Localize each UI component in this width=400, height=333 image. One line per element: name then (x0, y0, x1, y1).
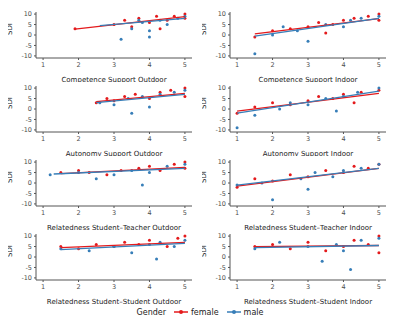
svg-text:SDI: SDI (8, 97, 14, 109)
svg-text:3: 3 (112, 135, 116, 143)
svg-text:1: 1 (41, 61, 45, 69)
svg-text:-10: -10 (21, 200, 32, 208)
svg-text:5: 5 (28, 169, 32, 177)
svg-text:5: 5 (222, 21, 226, 29)
svg-text:Relatedness Student–Teacher In: Relatedness Student–Teacher Indoor (244, 224, 372, 230)
svg-text:-5: -5 (220, 264, 226, 272)
svg-text:2: 2 (76, 209, 80, 217)
svg-text:2: 2 (270, 209, 274, 217)
svg-text:SDI: SDI (202, 171, 208, 183)
svg-text:0: 0 (28, 253, 32, 261)
svg-text:10: 10 (218, 84, 226, 92)
svg-text:-10: -10 (21, 126, 32, 134)
svg-text:5: 5 (377, 135, 381, 143)
svg-text:10: 10 (218, 232, 226, 240)
svg-text:2: 2 (76, 135, 80, 143)
svg-text:0: 0 (28, 105, 32, 113)
svg-text:2: 2 (76, 283, 80, 291)
svg-text:SDI: SDI (8, 245, 14, 257)
svg-text:-10: -10 (215, 200, 226, 208)
svg-text:10: 10 (24, 84, 32, 92)
svg-text:Relatedness Student–Student Ou: Relatedness Student–Student Outdoor (47, 298, 181, 304)
svg-text:5: 5 (28, 95, 32, 103)
svg-text:0: 0 (28, 31, 32, 39)
svg-text:3: 3 (112, 209, 116, 217)
svg-text:2: 2 (270, 61, 274, 69)
svg-text:5: 5 (222, 243, 226, 251)
svg-text:-5: -5 (220, 190, 226, 198)
svg-text:Competence Support Indoor: Competence Support Indoor (259, 76, 358, 82)
svg-text:10: 10 (24, 232, 32, 240)
svg-text:5: 5 (28, 21, 32, 29)
svg-text:3: 3 (306, 283, 310, 291)
svg-text:5: 5 (377, 61, 381, 69)
svg-text:Relatedness Student–Student In: Relatedness Student–Student Indoor (244, 298, 372, 304)
svg-text:5: 5 (183, 209, 187, 217)
html-text:female: female (191, 307, 219, 317)
svg-text:4: 4 (341, 209, 345, 217)
svg-text:2: 2 (76, 61, 80, 69)
svg-text:1: 1 (41, 209, 45, 217)
svg-text:3: 3 (306, 135, 310, 143)
svg-text:-5: -5 (26, 264, 32, 272)
svg-text:-10: -10 (215, 274, 226, 282)
svg-text:3: 3 (112, 283, 116, 291)
svg-text:-10: -10 (215, 126, 226, 134)
svg-text:0: 0 (222, 179, 226, 187)
svg-text:0: 0 (222, 253, 226, 261)
svg-text:4: 4 (147, 61, 151, 69)
svg-text:5: 5 (377, 283, 381, 291)
svg-text:0: 0 (222, 105, 226, 113)
svg-text:Autonomy Support Indoor: Autonomy Support Indoor (263, 150, 354, 156)
svg-text:2: 2 (270, 135, 274, 143)
svg-text:SDI: SDI (8, 171, 14, 183)
svg-text:3: 3 (306, 61, 310, 69)
svg-text:10: 10 (218, 10, 226, 18)
svg-text:5: 5 (377, 209, 381, 217)
svg-text:0: 0 (222, 31, 226, 39)
svg-text:5: 5 (183, 135, 187, 143)
svg-text:1: 1 (235, 283, 239, 291)
svg-text:4: 4 (341, 135, 345, 143)
svg-text:-5: -5 (26, 190, 32, 198)
svg-text:5: 5 (183, 283, 187, 291)
svg-text:SDI: SDI (202, 97, 208, 109)
svg-text:10: 10 (24, 158, 32, 166)
svg-text:5: 5 (28, 243, 32, 251)
svg-text:-5: -5 (26, 116, 32, 124)
svg-text:-10: -10 (215, 52, 226, 60)
svg-text:10: 10 (24, 10, 32, 18)
svg-text:SDI: SDI (202, 23, 208, 35)
svg-text:4: 4 (341, 283, 345, 291)
svg-text:1: 1 (41, 135, 45, 143)
svg-text:1: 1 (41, 283, 45, 291)
svg-text:4: 4 (341, 61, 345, 69)
svg-text:SDI: SDI (202, 245, 208, 257)
svg-text:-5: -5 (220, 116, 226, 124)
svg-text:Competence Support Outdoor: Competence Support Outdoor (61, 76, 166, 82)
svg-text:3: 3 (306, 209, 310, 217)
svg-text:3: 3 (112, 61, 116, 69)
html-text:Gender: Gender (136, 307, 166, 317)
svg-text:4: 4 (147, 135, 151, 143)
svg-text:1: 1 (235, 61, 239, 69)
svg-text:4: 4 (147, 209, 151, 217)
svg-text:1: 1 (235, 135, 239, 143)
svg-text:-5: -5 (220, 42, 226, 50)
svg-text:SDI: SDI (8, 23, 14, 35)
svg-text:-10: -10 (21, 274, 32, 282)
svg-text:5: 5 (183, 61, 187, 69)
svg-text:5: 5 (222, 169, 226, 177)
svg-text:4: 4 (147, 283, 151, 291)
svg-text:5: 5 (222, 95, 226, 103)
svg-text:0: 0 (28, 179, 32, 187)
svg-text:Autonomy Support Outdoor: Autonomy Support Outdoor (66, 150, 163, 156)
svg-text:-5: -5 (26, 42, 32, 50)
svg-text:10: 10 (218, 158, 226, 166)
svg-text:1: 1 (235, 209, 239, 217)
html-text:male: male (243, 307, 264, 317)
svg-text:Relatedness Student–Teacher Ou: Relatedness Student–Teacher Outdoor (47, 224, 181, 230)
svg-text:-10: -10 (21, 52, 32, 60)
svg-text:2: 2 (270, 283, 274, 291)
